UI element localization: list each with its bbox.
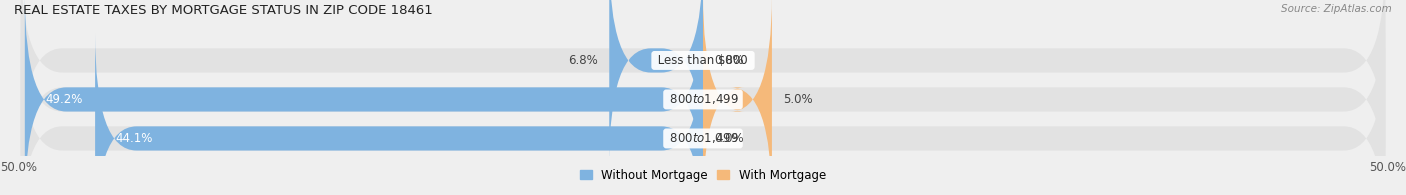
Text: 6.8%: 6.8% — [568, 54, 598, 67]
Text: 5.0%: 5.0% — [783, 93, 813, 106]
Text: 50.0%: 50.0% — [1369, 161, 1406, 174]
Text: Less than $800: Less than $800 — [654, 54, 752, 67]
Text: 44.1%: 44.1% — [115, 132, 153, 145]
Text: 0.0%: 0.0% — [714, 132, 744, 145]
FancyBboxPatch shape — [609, 0, 703, 165]
Text: $800 to $1,499: $800 to $1,499 — [666, 92, 740, 106]
Text: Source: ZipAtlas.com: Source: ZipAtlas.com — [1281, 4, 1392, 14]
Text: 50.0%: 50.0% — [0, 161, 37, 174]
FancyBboxPatch shape — [21, 0, 1385, 195]
Text: REAL ESTATE TAXES BY MORTGAGE STATUS IN ZIP CODE 18461: REAL ESTATE TAXES BY MORTGAGE STATUS IN … — [14, 4, 433, 17]
FancyBboxPatch shape — [21, 34, 1385, 195]
Legend: Without Mortgage, With Mortgage: Without Mortgage, With Mortgage — [581, 169, 825, 182]
Text: 0.0%: 0.0% — [714, 54, 744, 67]
FancyBboxPatch shape — [25, 0, 703, 195]
FancyBboxPatch shape — [703, 0, 772, 195]
Text: 49.2%: 49.2% — [45, 93, 83, 106]
Text: $800 to $1,499: $800 to $1,499 — [666, 131, 740, 145]
FancyBboxPatch shape — [96, 34, 703, 195]
FancyBboxPatch shape — [21, 0, 1385, 165]
